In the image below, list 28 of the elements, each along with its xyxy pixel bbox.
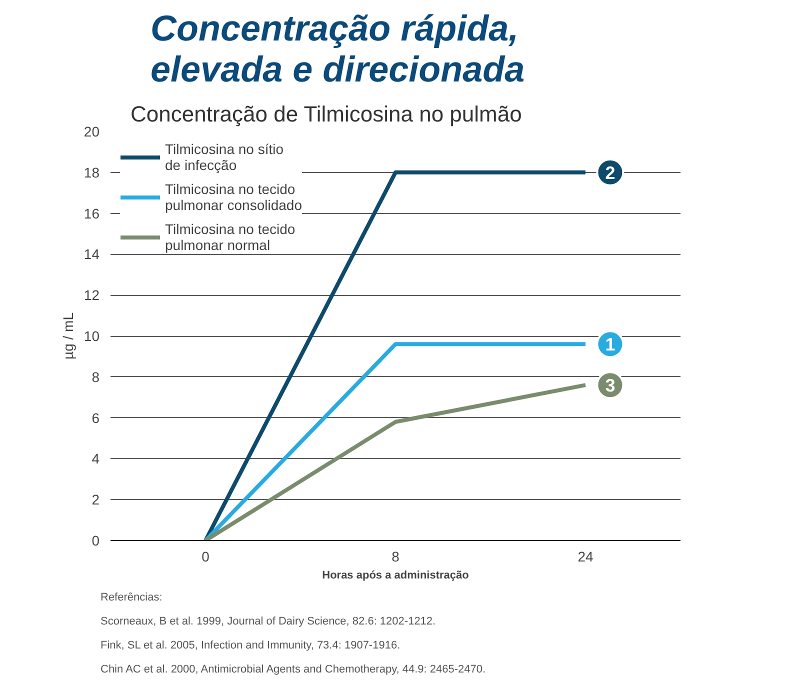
y-tick-label: 20 <box>84 124 100 140</box>
text: Scorneaux, B et al. 1999, Journal of Dairy Science, 82.6: 1202-1212. <box>100 616 436 628</box>
y-tick-label: 6 <box>92 410 100 426</box>
x-tick-label: 24 <box>578 548 594 564</box>
x-axis-title: Horas após a administração <box>322 570 470 582</box>
text: Fink, SL et al. 2005, Infection and Immunity, 73.4: 1907-1916. <box>100 640 400 652</box>
annotation: 2 <box>605 162 616 183</box>
annotation: 1 <box>605 334 616 355</box>
y-tick-label: 10 <box>84 328 100 344</box>
x-tick-label: 0 <box>202 548 210 564</box>
y-tick-label: 0 <box>92 532 100 548</box>
annotation: 3 <box>605 376 616 396</box>
y-tick-label: 8 <box>92 368 100 385</box>
y-tick-label: 4 <box>92 450 100 467</box>
legend-label: Tilmicosina no sítio de infecção <box>165 141 284 173</box>
y-tick-label: 18 <box>84 164 100 180</box>
y-tick-label: 12 <box>84 287 100 304</box>
y-tick-label: 16 <box>84 205 100 222</box>
chart-subtitle: Concentração de Tilmicosina no pulmão <box>130 102 522 126</box>
x-tick-label: 8 <box>392 548 400 564</box>
y-tick-label: 2 <box>92 492 100 508</box>
legend-label: Tilmicosina no tecido pulmonar normal <box>165 221 296 253</box>
chart-title: Concentração rápida, elevada e direcionada <box>150 8 525 90</box>
y-tick-label: 14 <box>84 246 100 262</box>
y-axis-title: µg / mL <box>60 312 76 360</box>
legend-label: Tilmicosina no tecido pulmonar consolidado <box>165 181 302 213</box>
text: Referências: <box>100 592 162 604</box>
text: Chin AC et al. 2000, Antimicrobial Agents and Chemotherapy, 44.9: 2465-2470. <box>100 664 486 676</box>
